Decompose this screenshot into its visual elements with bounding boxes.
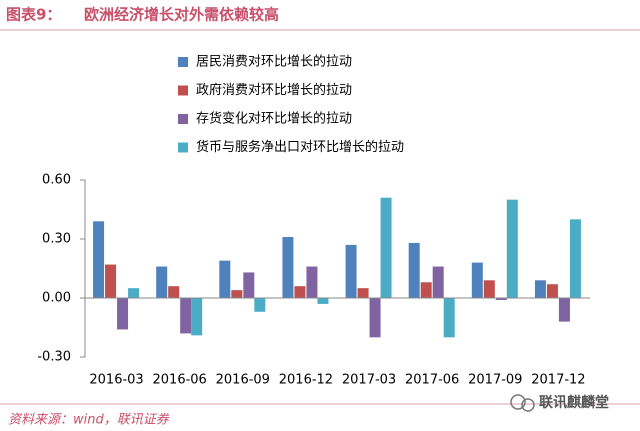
bar [191, 298, 203, 336]
bar [471, 262, 483, 298]
bar [128, 288, 140, 298]
bar [254, 298, 266, 312]
x-tick-label: 2017-09 [468, 373, 522, 388]
bar [231, 290, 243, 298]
y-tick-label: 0.00 [42, 291, 71, 306]
legend-swatch [178, 57, 188, 67]
x-tick-label: 2017-12 [531, 373, 585, 388]
bar [369, 298, 381, 338]
watermark: 联讯麒麟堂 [539, 394, 609, 411]
y-tick-label: 0.60 [42, 173, 71, 188]
bar [93, 221, 105, 298]
bar [380, 197, 392, 298]
bar [408, 242, 420, 298]
bar [420, 282, 432, 298]
legend-label: 居民消费对环比增长的拉动 [196, 54, 352, 70]
bar [105, 264, 117, 298]
bar [294, 286, 306, 298]
bar [432, 266, 444, 298]
watermark-icon [521, 398, 535, 412]
bar [569, 219, 581, 298]
bar [495, 298, 507, 300]
legend-swatch [178, 114, 188, 124]
bar [345, 244, 357, 298]
x-tick-label: 2017-06 [405, 373, 459, 388]
x-tick-label: 2016-03 [89, 373, 143, 388]
bar [180, 298, 192, 334]
legend-label: 货币与服务净出口对环比增长的拉动 [196, 139, 404, 155]
legend-swatch [178, 85, 188, 96]
y-tick-label: 0.30 [42, 232, 71, 247]
bar [443, 298, 455, 338]
bar [506, 199, 518, 298]
header-bg [0, 0, 640, 28]
y-tick-label: -0.30 [37, 350, 71, 365]
bar [117, 298, 129, 330]
source: 资料来源：wind，联讯证券 [8, 413, 170, 428]
bar [357, 288, 369, 298]
header-label: 图表9： [6, 6, 61, 24]
x-tick-label: 2016-09 [216, 373, 270, 388]
bar [534, 280, 546, 298]
bar [282, 237, 294, 298]
bar [306, 266, 318, 298]
bar [168, 286, 180, 298]
bar [558, 298, 570, 322]
legend-label: 政府消费对环比增长的拉动 [196, 82, 352, 98]
bar [317, 298, 329, 304]
bar [483, 280, 495, 298]
watermark-icon [510, 394, 526, 410]
bar [156, 266, 168, 298]
bar [243, 272, 255, 298]
bar [546, 284, 558, 298]
legend-swatch [178, 142, 188, 153]
bar [219, 260, 231, 298]
x-tick-label: 2016-06 [153, 373, 207, 388]
x-tick-label: 2017-03 [342, 373, 396, 388]
x-tick-label: 2016-12 [279, 373, 333, 388]
header-title: 欧洲经济增长对外需依赖较高 [84, 6, 279, 24]
legend-label: 存货变化对环比增长的拉动 [196, 111, 352, 127]
